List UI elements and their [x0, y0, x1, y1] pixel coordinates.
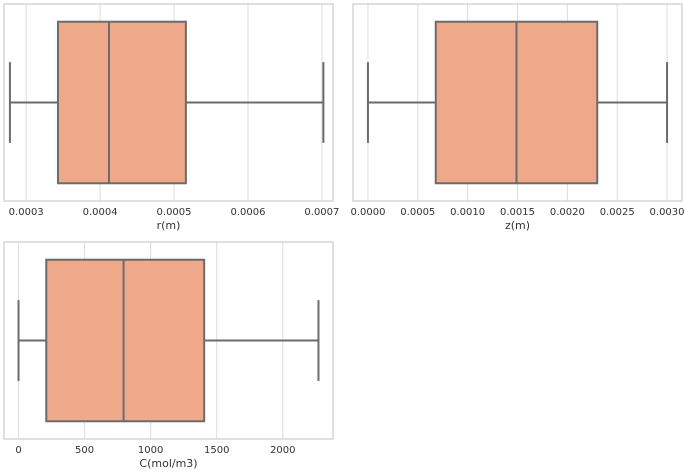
x-tick-label: 1500: [204, 445, 229, 456]
iqr-box: [56, 20, 187, 185]
plot-frame: [3, 241, 334, 440]
x-tick-label: 1000: [138, 445, 163, 456]
x-tick-label: 500: [75, 445, 94, 456]
boxplot-panel-1: 0.0003 0.0004 0.0005 0.0006 0.0007 r(m): [3, 3, 339, 232]
x-tick-label: 0.0007: [304, 207, 339, 218]
x-tick-label: 0.0010: [450, 207, 485, 218]
x-tick-label: 0: [15, 445, 21, 456]
boxplot-panel-2: 0.0000 0.0005 0.0010 0.0015 0.0020 0.0025 0.00…: [350, 3, 685, 232]
x-tick-label: 0.0003: [9, 207, 44, 218]
iqr-box: [45, 258, 206, 423]
x-tick-label: 0.0000: [350, 207, 385, 218]
x-tick-label: 0.0020: [550, 207, 585, 218]
x-axis-label: z(m): [505, 219, 530, 232]
x-tick-label: 0.0025: [600, 207, 635, 218]
x-tick-label: 0.0006: [230, 207, 265, 218]
plot-frame: [3, 3, 334, 202]
x-axis-label: r(m): [157, 219, 181, 232]
x-tick-label: 0.0030: [650, 207, 685, 218]
x-tick-label: 0.0004: [83, 207, 118, 218]
plot-frame: [352, 3, 683, 202]
x-tick-label: 0.0005: [400, 207, 435, 218]
x-tick-label: 2000: [270, 445, 295, 456]
x-tick-label: 0.0015: [500, 207, 535, 218]
x-tick-label: 0.0005: [157, 207, 192, 218]
boxplot-panel-3: 0 500 1000 1500 2000 C(mol/m3): [3, 241, 334, 470]
x-axis-label: C(mol/m3): [139, 457, 197, 470]
